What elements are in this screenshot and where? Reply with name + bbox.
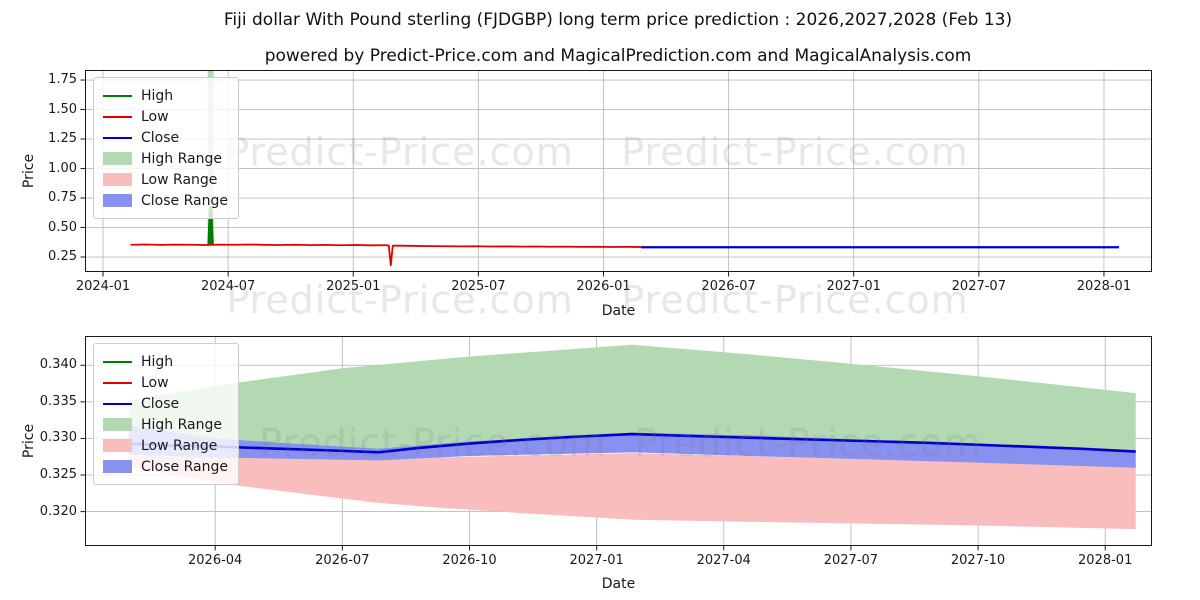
low-line-series xyxy=(130,243,642,267)
gridlines xyxy=(85,70,1152,272)
legend-label: High Range xyxy=(141,416,222,433)
x-tick-label: 2026-04 xyxy=(188,553,243,568)
legend-entry: Low xyxy=(103,106,228,127)
x-axis-label: Date xyxy=(601,576,636,592)
y-tick-label: 0.325 xyxy=(39,467,77,483)
x-tick-label: 2027-10 xyxy=(950,553,1006,568)
legend-entry: Low xyxy=(103,372,228,393)
low-range-band xyxy=(128,451,1136,530)
high-swatch-icon xyxy=(103,94,132,97)
y-tick-label: 0.335 xyxy=(39,393,77,409)
legend-label: Close Range xyxy=(141,192,228,209)
close-line-series xyxy=(128,432,1136,454)
x-tick-label: 2026-10 xyxy=(442,553,497,568)
legend-label: High Range xyxy=(141,150,222,167)
legend-entry: Close xyxy=(103,127,228,148)
x-tick-label: 2025-07 xyxy=(451,279,506,294)
plot-border xyxy=(85,70,1152,272)
x-axis-label: Date xyxy=(601,303,636,319)
chart-legend: High Low Close High Range Low Range Close Ran… xyxy=(93,77,239,219)
legend-label: Low Range xyxy=(141,437,218,454)
close-swatch-icon xyxy=(103,402,132,405)
close-swatch-icon xyxy=(103,136,132,139)
legend-label: Low xyxy=(141,374,169,391)
y-tick-label: 0.25 xyxy=(48,249,77,264)
legend-entry: High Range xyxy=(103,414,228,435)
high-swatch-icon xyxy=(103,360,132,363)
close-range-swatch-icon xyxy=(103,194,132,207)
x-tick-label: 2028-01 xyxy=(1078,553,1133,568)
legend-label: Close Range xyxy=(141,458,228,475)
y-tick-label: 0.50 xyxy=(48,219,77,235)
y-tick-label: 1.50 xyxy=(48,101,77,117)
x-tick-label: 2024-07 xyxy=(200,279,256,294)
y-tick-label: 1.00 xyxy=(48,160,77,176)
close-range-band xyxy=(128,425,1136,468)
close-range-swatch-icon xyxy=(103,460,132,473)
legend-entry: Close xyxy=(103,393,228,414)
x-tick-label: 2025-01 xyxy=(326,279,381,294)
y-axis-label: Price xyxy=(21,153,37,189)
x-tick-label: 2026-07 xyxy=(701,279,756,294)
legend-entry: High Range xyxy=(103,148,228,169)
legend-entry: High xyxy=(103,351,228,372)
x-tick-label: 2028-01 xyxy=(1076,279,1132,294)
y-tick-label: 0.75 xyxy=(48,190,77,206)
y-tick-label: 0.330 xyxy=(39,430,77,446)
x-tick-label: 2027-01 xyxy=(826,279,881,294)
legend-entry: Close Range xyxy=(103,190,228,211)
tick-marks xyxy=(80,364,1106,551)
figure-subtitle: powered by Predict-Price.com and Magical… xyxy=(264,46,972,66)
legend-entry: Low Range xyxy=(103,435,228,456)
high-range-band xyxy=(128,344,1136,454)
x-tick-label: 2027-04 xyxy=(696,553,751,568)
legend-label: High xyxy=(141,87,174,104)
x-tick-label: 2026-07 xyxy=(315,553,370,568)
y-tick-label: 0.340 xyxy=(39,357,77,373)
high-range-swatch-icon xyxy=(103,152,132,165)
plot-border xyxy=(85,336,1152,546)
y-tick-label: 1.25 xyxy=(48,131,77,147)
high-range-swatch-icon xyxy=(103,418,132,431)
x-tick-label: 2024-01 xyxy=(75,279,131,294)
top-chart-plot-area: 2024-01 2024-07 2025-01 2025-07 2026-01 2026-… xyxy=(21,70,1152,322)
y-tick-label: 1.75 xyxy=(48,72,77,88)
y-axis-label: Price xyxy=(21,423,37,459)
legend-label: Close xyxy=(141,129,180,146)
low-swatch-icon xyxy=(103,115,132,118)
y-tick-label: 0.320 xyxy=(39,503,77,519)
low-range-swatch-icon xyxy=(103,173,132,186)
chart-legend: High Low Close High Range Low Range Close Ran… xyxy=(93,343,239,485)
low-swatch-icon xyxy=(103,381,132,384)
chart-canvas xyxy=(80,336,1152,551)
bottom-chart-plot-area: 2026-04 2026-07 2026-10 2027-01 2027-04 2027-… xyxy=(21,336,1152,592)
legend-label: Low xyxy=(141,108,169,125)
x-tick-label: 2027-07 xyxy=(951,279,1006,294)
legend-label: High xyxy=(141,353,174,370)
legend-entry: Low Range xyxy=(103,169,228,190)
low-range-swatch-icon xyxy=(103,439,132,452)
legend-entry: High xyxy=(103,85,228,106)
legend-entry: Close Range xyxy=(103,456,228,477)
chart-canvas xyxy=(80,70,1152,277)
x-tick-label: 2026-01 xyxy=(576,279,631,294)
legend-label: Close xyxy=(141,395,180,412)
figure-title: Fiji dollar With Pound sterling (FJDGBP)… xyxy=(223,10,1013,30)
tick-marks xyxy=(80,79,1105,277)
x-tick-label: 2027-07 xyxy=(823,553,879,568)
x-tick-label: 2027-01 xyxy=(569,553,624,568)
legend-label: Low Range xyxy=(141,171,218,188)
